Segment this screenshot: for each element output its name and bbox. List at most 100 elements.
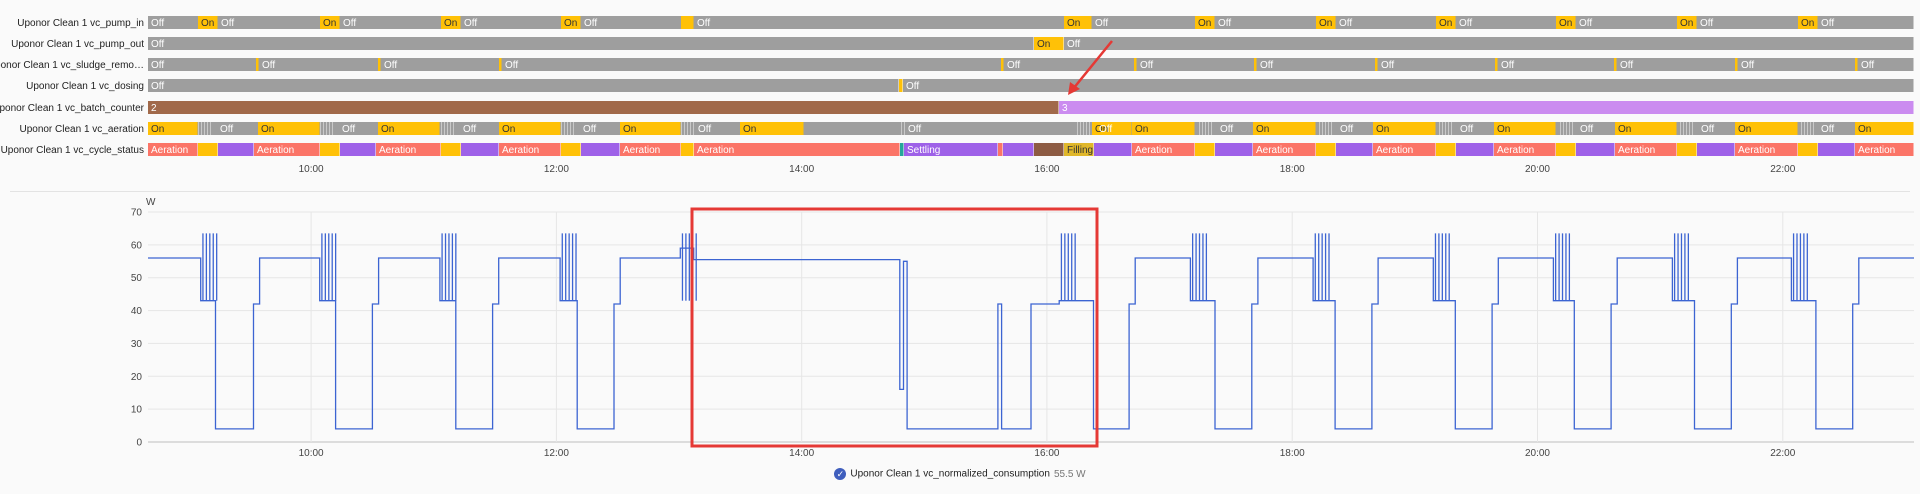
cycle-status-segment[interactable]	[340, 143, 376, 156]
cycle-status-segment[interactable]	[681, 143, 694, 156]
chart-legend[interactable]: ✓ Uponor Clean 1 vc_normalized_consumptio…	[0, 468, 1920, 480]
cycle-status-segment[interactable]	[1576, 143, 1615, 156]
cycle-status-segment[interactable]	[1697, 143, 1735, 156]
pump-in-on[interactable]	[1556, 16, 1576, 29]
cycle-status-segment[interactable]	[441, 143, 461, 156]
aeration-on[interactable]	[378, 122, 440, 135]
aeration-pulse	[326, 122, 327, 135]
cycle-status-segment[interactable]	[1855, 143, 1914, 156]
sludge-on[interactable]	[1735, 58, 1738, 71]
sludge-on[interactable]	[1614, 58, 1617, 71]
pump-out-off[interactable]	[1064, 37, 1914, 50]
cycle-status-segment[interactable]	[320, 143, 340, 156]
pump-in-on[interactable]	[681, 16, 694, 29]
sludge-on[interactable]	[1001, 58, 1004, 71]
aeration-on[interactable]	[1735, 122, 1798, 135]
cycle-status-segment[interactable]	[1132, 143, 1195, 156]
pump-out-off[interactable]	[148, 37, 1034, 50]
aeration-on-label: On	[1497, 124, 1510, 135]
sludge-off[interactable]	[148, 58, 1914, 71]
pump-in-off[interactable]	[148, 16, 1914, 29]
cycle-status-segment[interactable]	[694, 143, 900, 156]
pump-in-on[interactable]	[198, 16, 218, 29]
row-label: Uponor Clean 1 vc_cycle_status	[1, 145, 144, 156]
sludge-on[interactable]	[256, 58, 259, 71]
cycle-status-segment[interactable]	[1615, 143, 1677, 156]
dosing-off[interactable]	[903, 79, 1914, 92]
cycle-status-segment[interactable]	[1456, 143, 1494, 156]
cycle-status-segment[interactable]	[904, 143, 998, 156]
cycle-status-segment[interactable]	[461, 143, 499, 156]
cycle-status-segment[interactable]	[1494, 143, 1556, 156]
pump-in-on[interactable]	[320, 16, 340, 29]
cycle-status-segment[interactable]	[499, 143, 561, 156]
cycle-status-segment[interactable]	[1336, 143, 1373, 156]
batch-counter-3[interactable]	[1059, 101, 1914, 114]
sludge-on[interactable]	[499, 58, 502, 71]
pump-in-on[interactable]	[1195, 16, 1215, 29]
check-icon[interactable]: ✓	[834, 468, 847, 480]
pump-in-on[interactable]	[1064, 16, 1092, 29]
sludge-on[interactable]	[1855, 58, 1858, 71]
sludge-on[interactable]	[1254, 58, 1257, 71]
pump-in-on[interactable]	[441, 16, 461, 29]
pump-in-off-label: Off	[1821, 18, 1834, 29]
cycle-status-segment[interactable]	[1316, 143, 1336, 156]
cycle-status-segment[interactable]	[254, 143, 320, 156]
aeration-on[interactable]	[499, 122, 561, 135]
aeration-pulse	[1448, 122, 1449, 135]
pump-out-on[interactable]	[1034, 37, 1064, 50]
cycle-status-segment[interactable]	[198, 143, 218, 156]
pump-in-on[interactable]	[1436, 16, 1456, 29]
cycle-status-segment[interactable]	[1195, 143, 1215, 156]
sludge-on[interactable]	[1495, 58, 1498, 71]
batch-counter-2[interactable]	[148, 101, 1059, 114]
cycle-status-segment[interactable]	[1094, 143, 1132, 156]
cycle-status-segment[interactable]	[1253, 143, 1316, 156]
aeration-on[interactable]	[620, 122, 681, 135]
cycle-status-segment[interactable]	[998, 143, 1003, 156]
pump-in-on[interactable]	[1677, 16, 1697, 29]
aeration-on[interactable]	[1132, 122, 1195, 135]
cycle-status-segment[interactable]	[1677, 143, 1697, 156]
cycle-status-segment[interactable]	[1215, 143, 1253, 156]
sludge-on[interactable]	[378, 58, 381, 71]
aeration-on[interactable]	[258, 122, 320, 135]
aeration-on-label: On	[623, 124, 636, 135]
aeration-on[interactable]	[740, 122, 804, 135]
cycle-status-segment[interactable]	[1556, 143, 1576, 156]
aeration-off[interactable]	[148, 122, 1914, 135]
cycle-status-segment[interactable]	[1373, 143, 1436, 156]
cycle-status-segment[interactable]	[581, 143, 620, 156]
aeration-pulse	[1801, 122, 1802, 135]
cycle-status-segment[interactable]	[1003, 143, 1034, 156]
cycle-status-segment[interactable]	[1064, 143, 1094, 156]
pump-in-on-label: On	[1067, 18, 1080, 29]
aeration-on[interactable]	[1494, 122, 1556, 135]
sludge-on[interactable]	[1134, 58, 1137, 71]
pump-in-on[interactable]	[1798, 16, 1818, 29]
cycle-status-segment[interactable]	[218, 143, 254, 156]
cycle-status-segment[interactable]	[561, 143, 581, 156]
cycle-status-segment[interactable]	[1798, 143, 1818, 156]
cycle-status-segment[interactable]	[620, 143, 681, 156]
aeration-on[interactable]	[1253, 122, 1316, 135]
cycle-status-segment[interactable]	[1436, 143, 1456, 156]
aeration-on[interactable]	[1373, 122, 1436, 135]
aeration-on[interactable]	[148, 122, 198, 135]
pump-in-on[interactable]	[1316, 16, 1336, 29]
cycle-status-segment[interactable]	[148, 143, 198, 156]
cycle-status-segment[interactable]	[1735, 143, 1798, 156]
cycle-status-segment[interactable]	[1034, 143, 1064, 156]
pump-in-on-label: On	[201, 18, 214, 29]
pump-in-on[interactable]	[561, 16, 581, 29]
aeration-on[interactable]	[1855, 122, 1914, 135]
aeration-on[interactable]	[1615, 122, 1677, 135]
aeration-on[interactable]	[1092, 122, 1132, 135]
cycle-status-segment[interactable]	[1818, 143, 1855, 156]
cycle-status-segment[interactable]	[376, 143, 441, 156]
sludge-on[interactable]	[1375, 58, 1378, 71]
dosing-off[interactable]	[148, 79, 899, 92]
cycle-status-segment[interactable]	[900, 143, 904, 156]
dosing-on[interactable]	[899, 79, 903, 92]
